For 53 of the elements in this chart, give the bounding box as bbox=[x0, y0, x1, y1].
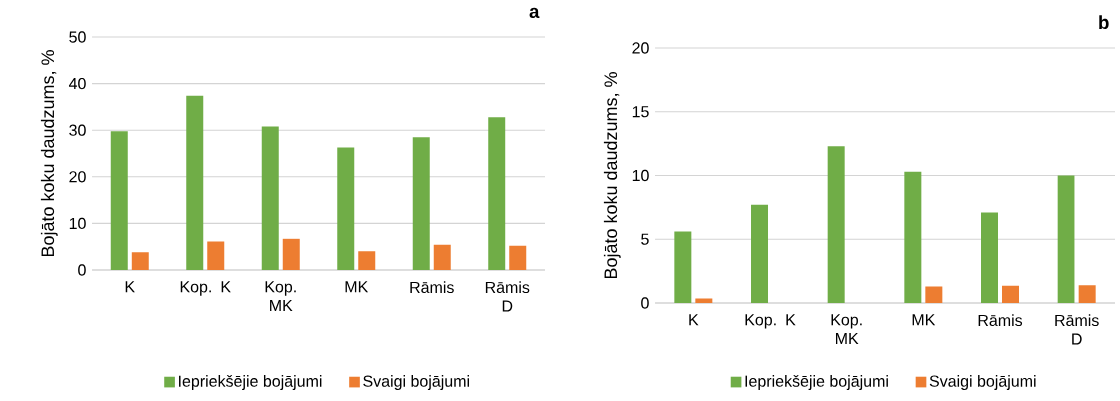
bar bbox=[925, 286, 943, 303]
bar bbox=[207, 241, 225, 270]
y-tick-label: 10 bbox=[69, 217, 86, 230]
y-tick-label: 10 bbox=[632, 169, 649, 182]
bar bbox=[488, 117, 506, 270]
x-tick-label: Kop. K bbox=[745, 314, 796, 329]
bar bbox=[904, 171, 922, 303]
x-tick-label: MK bbox=[345, 281, 369, 293]
y-tick-label: 0 bbox=[641, 297, 649, 309]
y-axis-title: Bojāto koku daudzums, % bbox=[603, 72, 621, 279]
bar bbox=[1078, 285, 1096, 303]
bar bbox=[261, 126, 279, 270]
bar bbox=[1057, 175, 1075, 303]
bar bbox=[827, 146, 845, 303]
y-tick-label: 20 bbox=[632, 42, 649, 54]
bar bbox=[282, 238, 300, 270]
x-tick-label: Kop. MK bbox=[265, 281, 296, 311]
y-axis-title: Bojāto koku daudzums, % bbox=[40, 50, 58, 257]
bar bbox=[337, 147, 355, 270]
x-tick-label: Kop. K bbox=[180, 281, 231, 296]
bar bbox=[433, 244, 451, 270]
bar bbox=[186, 95, 204, 270]
x-tick-label: Rāmis bbox=[978, 314, 1023, 327]
x-tick-label: K bbox=[125, 281, 135, 293]
x-tick-label: Kop. MK bbox=[831, 314, 862, 344]
legend-label: Iepriekšējie bojājumi bbox=[179, 375, 322, 391]
legend-label: Iepriekšējie bojājumi bbox=[745, 375, 888, 390]
bar bbox=[1002, 285, 1020, 303]
bar bbox=[412, 137, 430, 270]
y-tick-label: 15 bbox=[632, 106, 649, 118]
bar bbox=[981, 212, 999, 303]
y-tick-label: 40 bbox=[68, 77, 86, 90]
y-tick-label: 50 bbox=[69, 31, 86, 43]
legend-label: Svaigi bojājumi bbox=[929, 375, 1036, 390]
bar bbox=[509, 245, 527, 270]
y-tick-label: 5 bbox=[641, 233, 649, 245]
chart-title: a bbox=[529, 7, 540, 19]
x-tick-label: K bbox=[689, 314, 699, 326]
bar bbox=[695, 298, 713, 303]
bar bbox=[751, 204, 769, 303]
bar bbox=[674, 231, 692, 303]
bar bbox=[110, 131, 128, 270]
chart-title: b bbox=[1099, 15, 1109, 30]
x-tick-label: Rāmis D bbox=[485, 281, 530, 312]
x-tick-label: Rāmis bbox=[410, 281, 454, 294]
y-tick-label: 30 bbox=[69, 124, 86, 136]
bar bbox=[131, 252, 149, 270]
x-tick-label: Rāmis D bbox=[1055, 314, 1099, 345]
x-tick-label: MK bbox=[912, 314, 936, 326]
bar bbox=[358, 251, 376, 270]
y-tick-label: 0 bbox=[78, 264, 86, 276]
y-tick-label: 20 bbox=[69, 171, 86, 183]
legend-label: Svaigi bojājumi bbox=[363, 375, 469, 390]
